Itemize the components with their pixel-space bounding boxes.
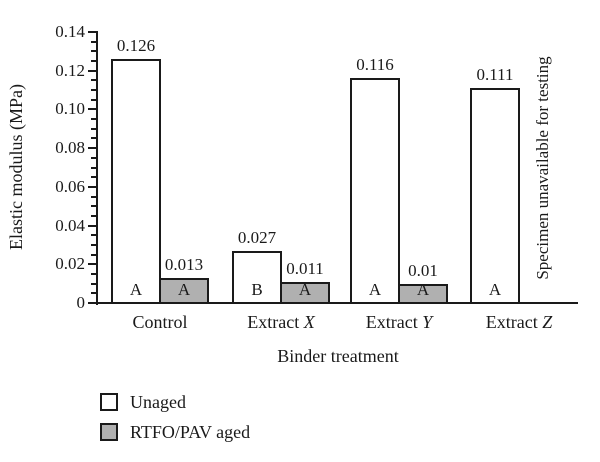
y-minor-tick [91,253,96,256]
y-major-tick [88,185,96,188]
y-minor-tick [91,195,96,198]
legend-swatch-unaged [100,393,118,411]
legend-label-unaged: Unaged [130,392,186,412]
y-tick-label: 0.14 [55,22,85,41]
x-axis-line [96,302,578,304]
y-major-tick [88,224,96,227]
y-minor-tick [91,234,96,237]
bar-unaged-extract-z [470,88,520,304]
y-major-tick [88,69,96,72]
bar-unaged-extract-x [232,250,282,304]
bar-unaged-extract-y [350,78,400,304]
y-minor-tick [91,98,96,101]
y-tick-label: 0.02 [55,254,85,274]
y-major-tick [88,108,96,111]
y-minor-tick [91,243,96,246]
stat-letter-unaged-extract-x: B [251,280,263,299]
bar-unaged-control [111,59,161,304]
bar-rtfo-pav-aged-extract-y [398,283,448,304]
y-tick-label: 0.12 [55,60,85,80]
stat-letter-unaged-control: A [129,280,143,299]
value-label-unaged-extract-z: 0.111 [476,65,514,85]
y-minor-tick [91,205,96,208]
legend-swatch-rtfo-pav-aged [100,423,118,441]
x-axis-title: Binder treatment [277,346,399,366]
y-minor-tick [91,137,96,140]
y-major-tick [88,31,96,33]
bar-rtfo-pav-aged-control [159,277,209,304]
y-axis-line [96,31,98,305]
category-label-extract-y: Extract Y [365,312,433,332]
stat-letter-rtfo-pav-aged-extract-y: A [416,280,430,299]
y-minor-tick [91,50,96,53]
y-minor-tick [91,79,96,82]
y-major-tick [88,147,96,150]
value-label-unaged-extract-y: 0.116 [356,55,394,75]
legend-label-rtfo-pav-aged: RTFO/PAV aged [130,422,251,442]
y-minor-tick [91,89,96,92]
stat-letter-rtfo-pav-aged-control: A [177,280,191,299]
category-label-extract-z: Extract Z [485,312,553,332]
y-tick-label: 0.04 [55,215,85,235]
value-label-unaged-control: 0.126 [116,36,156,56]
y-tick-label: 0.10 [55,99,85,119]
category-label-control: Control [132,312,188,332]
y-minor-tick [91,60,96,63]
y-minor-tick [91,176,96,179]
stat-letter-rtfo-pav-aged-extract-x: A [298,280,312,299]
y-minor-tick [91,40,96,43]
y-tick-label: 0.08 [55,138,85,158]
y-tick-label: 0 [76,293,86,312]
stat-letter-unaged-extract-y: A [368,280,382,299]
y-minor-tick [91,127,96,130]
y-major-tick [88,263,96,266]
y-minor-tick [91,156,96,159]
category-variable: X [303,312,315,332]
y-tick-label: 0.06 [55,176,85,196]
y-minor-tick [91,282,96,285]
category-label-extract-x: Extract X [247,312,315,332]
y-minor-tick [91,214,96,217]
y-axis-title: Elastic modulus (MPa) [6,84,26,250]
value-label-rtfo-pav-aged-extract-y: 0.01 [408,260,438,280]
bar-rtfo-pav-aged-extract-x [280,281,330,304]
y-minor-tick [91,166,96,169]
annotation-specimen-unavailable: Specimen unavailable for testing [533,55,552,280]
y-major-tick [88,302,96,304]
y-minor-tick [91,118,96,121]
value-label-unaged-extract-x: 0.027 [237,227,277,247]
y-minor-tick [91,272,96,275]
y-minor-tick [91,292,96,295]
stat-letter-unaged-extract-z: A [488,280,502,299]
value-label-rtfo-pav-aged-control: 0.013 [164,254,204,274]
category-variable: Y [422,312,433,332]
value-label-rtfo-pav-aged-extract-x: 0.011 [286,258,324,278]
category-variable: Z [542,312,553,332]
